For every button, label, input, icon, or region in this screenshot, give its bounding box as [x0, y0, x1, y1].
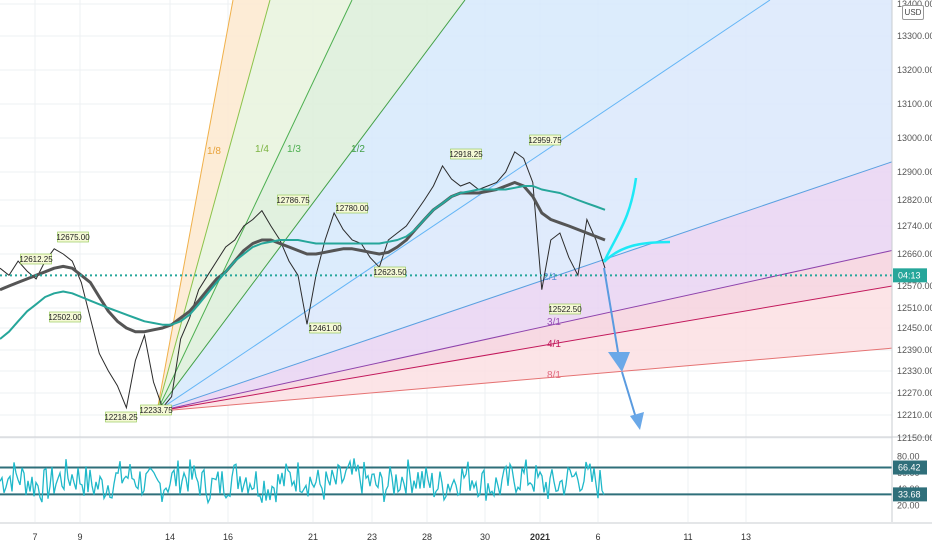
x-tick-label-4: 21: [308, 532, 318, 542]
y-tick-label-2: 12270.00: [897, 388, 932, 398]
y-tick-label-1: 12210.00: [897, 410, 932, 420]
x-tick-label-9: 6: [595, 532, 600, 542]
y-tick-label-9: 12740.00: [897, 221, 932, 231]
projection-curve-2: [603, 240, 671, 263]
fan-line-3: [156, 0, 466, 412]
anno-label-9: 12918.25: [449, 150, 483, 159]
fan-label-1: 1/4: [255, 144, 269, 155]
fan-line-7: [156, 285, 893, 412]
fan-line-6: [156, 250, 893, 412]
ma-line-2: [0, 185, 606, 340]
anno-box-8: [374, 266, 406, 278]
fan-area-4: [157, 0, 892, 412]
y-tick-label-8: 12660.00: [897, 249, 932, 259]
ma-line-1: [0, 181, 606, 334]
anno-label-3: 12218.25: [104, 413, 138, 422]
fan-label-0: 1/8: [207, 146, 221, 157]
y-tick-label-13: 13100.00: [897, 99, 932, 109]
fan-line-2: [156, 0, 353, 412]
arrow-head-1: [608, 352, 630, 372]
anno-box-7: [309, 322, 341, 334]
y-tick-label-14: 13200.00: [897, 65, 932, 75]
last-price-badge: [893, 268, 927, 283]
anno-box-1: [57, 231, 89, 243]
fan-line-4: [156, 0, 771, 412]
anno-box-0: [20, 253, 52, 265]
anno-label-7: 12461.00: [308, 324, 342, 333]
x-tick-label-8: 2021: [530, 532, 550, 542]
anno-label-1: 12675.00: [56, 233, 90, 242]
x-tick-label-0: 7: [32, 532, 37, 542]
arrow-line-1: [603, 267, 619, 353]
fan-label-2: 1/3: [287, 144, 301, 155]
x-tick-label-5: 23: [367, 532, 377, 542]
y-tick-label-15: 13300.00: [897, 31, 932, 41]
gann-fan: 1/8 1/4 1/3 1/2 2/1 3/1 4/1 8/1: [156, 0, 893, 412]
fan-line-1: [156, 0, 271, 412]
anno-label-11: 12522.50: [548, 305, 582, 314]
anno-box-5: [277, 194, 309, 206]
currency-badge[interactable]: USD: [902, 5, 924, 20]
x-tick-label-3: 16: [223, 532, 233, 542]
y-tick-label-10: 12820.00: [897, 195, 932, 205]
price-series: [0, 151, 892, 410]
anno-label-8: 12623.50: [373, 268, 407, 277]
anno-box-3: [105, 411, 137, 423]
anno-box-2: [49, 311, 81, 323]
oscillator-pane: [0, 436, 932, 505]
osc-upper-badge: [893, 460, 927, 475]
y-tick-label-11: 12900.00: [897, 167, 932, 177]
y-tick-label-7: 12570.00: [897, 281, 932, 291]
anno-box-11: [549, 303, 581, 315]
y-tick-label-6: 12510.00: [897, 303, 932, 313]
x-tick-label-11: 13: [741, 532, 751, 542]
osc-lower-badge: [893, 487, 927, 502]
x-axis: 7 9 14 16 21 23 28 30 2021 6 11 13: [0, 522, 932, 542]
anno-box-10: [529, 134, 561, 146]
arrow-line-2: [621, 371, 637, 419]
x-tick-label-6: 28: [422, 532, 432, 542]
osc-line: [0, 458, 605, 505]
y-tick-label-0: 12150.00: [897, 433, 932, 443]
fan-line-8: [156, 347, 893, 412]
last-price-label: 04:13: [898, 270, 921, 280]
price-line: [0, 151, 606, 410]
fan-label-7: 8/1: [547, 370, 561, 381]
anno-box-9: [450, 148, 482, 160]
osc-upper-label: 66.42: [898, 463, 921, 473]
fan-label-5: 3/1: [547, 317, 561, 328]
anno-label-5: 12786.75: [276, 196, 310, 205]
x-tick-label-7: 30: [480, 532, 490, 542]
x-tick-label-10: 11: [683, 532, 692, 542]
projection-curve: [602, 177, 638, 263]
anno-box-4: [140, 404, 172, 416]
osc-lower-label: 33.68: [898, 489, 921, 499]
y-tick-label-12: 13000.00: [897, 133, 932, 143]
y-tick-label-16: 13400.00: [897, 0, 932, 9]
x-tick-label-2: 14: [165, 532, 175, 542]
osc-tick-label-3: 80.00: [897, 451, 920, 461]
y-axis: 12150.00 12210.00 12270.00 12330.00 12390.00…: [891, 0, 932, 522]
fan-label-6: 4/1: [547, 339, 561, 350]
x-tick-label-1: 9: [77, 532, 82, 542]
fan-label-4: 2/1: [543, 272, 557, 283]
y-tick-label-3: 12330.00: [897, 366, 932, 376]
price-annotations: 12612.25 12675.00 12502.00 12218.2512233.75…: [19, 134, 582, 423]
anno-label-6: 12780.00: [335, 204, 369, 213]
anno-label-4: 12233.75: [139, 406, 173, 415]
fan-label-3: 1/2: [351, 144, 365, 155]
anno-label-10: 12959.75: [528, 136, 562, 145]
anno-label-2: 12502.00: [48, 313, 82, 322]
y-tick-label-4: 12390.00: [897, 345, 932, 355]
y-tick-label-5: 12450.00: [897, 323, 932, 333]
anno-label-0: 12612.25: [19, 255, 53, 264]
osc-tick-label-0: 20.00: [897, 501, 920, 511]
arrow-head-2: [630, 412, 644, 430]
drawings: [602, 177, 671, 430]
anno-box-6: [336, 202, 368, 214]
fan-line-5: [156, 161, 893, 412]
fan-line-0: [156, 0, 234, 412]
